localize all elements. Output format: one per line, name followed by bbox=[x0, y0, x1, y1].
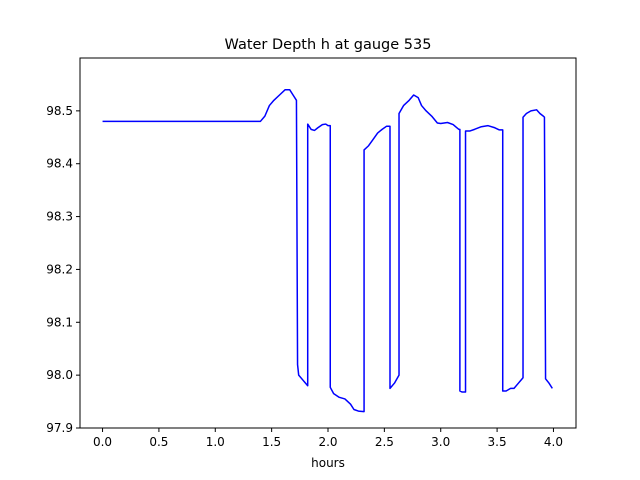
x-tick-label: 0.0 bbox=[93, 435, 112, 449]
x-tick-label: 3.5 bbox=[488, 435, 507, 449]
series-layer bbox=[102, 88, 553, 413]
y-axis: 97.9 98.0 98.1 98.2 98.3 98.4 98.5 bbox=[46, 104, 80, 435]
x-axis-label: hours bbox=[311, 456, 345, 470]
x-tick-label: 4.0 bbox=[544, 435, 563, 449]
x-tick-label: 1.0 bbox=[206, 435, 225, 449]
y-tick-label: 97.9 bbox=[46, 421, 73, 435]
y-tick-label: 98.0 bbox=[46, 368, 73, 382]
y-tick-label: 98.1 bbox=[46, 315, 73, 329]
y-tick-label: 98.4 bbox=[46, 157, 73, 171]
x-axis: 0.0 0.5 1.0 1.5 2.0 2.5 3.0 3.5 4.0 bbox=[93, 428, 563, 449]
y-tick-label: 98.3 bbox=[46, 210, 73, 224]
x-tick-label: 0.5 bbox=[149, 435, 168, 449]
x-tick-label: 3.0 bbox=[431, 435, 450, 449]
y-tick-label: 98.5 bbox=[46, 104, 73, 118]
x-tick-label: 2.5 bbox=[375, 435, 394, 449]
chart-title: Water Depth h at gauge 535 bbox=[225, 37, 432, 53]
plot-frame bbox=[79, 57, 577, 429]
y-tick-label: 98.2 bbox=[46, 262, 73, 276]
x-tick-label: 2.0 bbox=[318, 435, 337, 449]
x-tick-label: 1.5 bbox=[262, 435, 281, 449]
series-line-0 bbox=[102, 88, 553, 413]
